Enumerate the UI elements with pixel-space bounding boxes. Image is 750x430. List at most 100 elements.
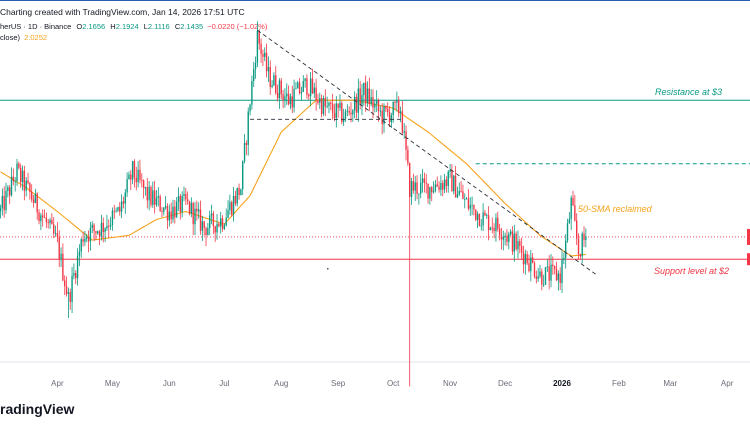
support-annotation: Support level at $2 xyxy=(654,266,729,276)
candle-body xyxy=(326,105,328,107)
candle-body xyxy=(194,208,196,225)
candle-body xyxy=(130,174,132,180)
candle-body xyxy=(32,199,35,203)
candle-body xyxy=(170,211,172,220)
candle-body xyxy=(407,149,409,164)
candle-body xyxy=(155,197,158,205)
candle-body xyxy=(508,233,510,242)
close-value: 2.1435 xyxy=(180,22,204,31)
candle-body xyxy=(429,187,431,199)
candle-body xyxy=(579,254,582,257)
candle-body xyxy=(19,167,22,183)
candle-body xyxy=(440,183,442,190)
candle-body xyxy=(333,112,336,119)
candle-body xyxy=(542,284,545,286)
candle-body xyxy=(313,87,315,94)
price-scale-tags xyxy=(747,228,750,266)
candle-body xyxy=(564,240,567,258)
candle-body xyxy=(91,224,93,228)
candle-body xyxy=(306,78,308,95)
candle-body xyxy=(159,196,161,211)
candle-body xyxy=(319,98,321,103)
candle-body xyxy=(357,88,360,113)
candle-body xyxy=(128,174,130,180)
candle-body xyxy=(181,195,183,213)
candle-body xyxy=(0,208,2,212)
candle-body xyxy=(297,82,299,89)
candle-body xyxy=(60,253,62,260)
candle-body xyxy=(388,111,391,123)
candle-body xyxy=(177,196,180,202)
high-label: H xyxy=(110,22,116,31)
candle-body xyxy=(86,236,88,239)
candle-body xyxy=(82,239,84,242)
candle-body xyxy=(445,179,448,187)
candle-body xyxy=(484,212,486,216)
candle-body xyxy=(78,251,81,256)
candle-body xyxy=(262,53,264,57)
candle-body xyxy=(328,102,330,106)
high-value: 2.1924 xyxy=(115,22,139,31)
candle-body xyxy=(585,236,587,240)
time-axis-tick-label: Sep xyxy=(331,379,346,388)
candle-body xyxy=(515,233,517,250)
candle-body xyxy=(353,96,356,111)
candle-body xyxy=(454,175,457,198)
candle-body xyxy=(18,163,20,168)
sma-annotation: 50-SMA reclaimed xyxy=(578,204,653,214)
candle-body xyxy=(575,220,578,239)
candle-body xyxy=(225,217,227,226)
candle-body xyxy=(350,112,352,115)
candle-body xyxy=(396,100,398,103)
candle-body xyxy=(293,88,295,108)
candle-body xyxy=(183,193,185,196)
candle-body xyxy=(51,219,53,225)
candle-body xyxy=(416,182,418,194)
candle-body xyxy=(14,181,16,182)
candle-body xyxy=(265,52,268,72)
candle-body xyxy=(253,68,255,82)
candle-body xyxy=(174,206,176,218)
candle-body xyxy=(498,228,501,236)
levels-layer xyxy=(0,99,750,260)
candle-body xyxy=(188,201,191,214)
candle-body xyxy=(36,193,38,213)
candle-body xyxy=(166,206,169,221)
candle-body xyxy=(271,85,273,87)
candle-body xyxy=(282,94,284,101)
candle-body xyxy=(480,225,482,227)
candle-body xyxy=(234,195,237,204)
time-axis-tick-label: 2026 xyxy=(553,379,571,388)
candle-body xyxy=(403,131,405,133)
candle-body xyxy=(131,161,134,180)
candle-body xyxy=(87,236,90,242)
candle-body xyxy=(420,182,422,194)
candle-body xyxy=(64,280,66,287)
candle-body xyxy=(8,187,11,196)
candle-body xyxy=(546,266,549,268)
candle-body xyxy=(185,193,187,200)
candle-body xyxy=(115,210,117,212)
candle-body xyxy=(533,263,536,277)
candle-body xyxy=(106,225,108,229)
candle-body xyxy=(242,161,244,190)
sma-line xyxy=(0,99,586,257)
candle-body xyxy=(269,67,271,87)
candle-body xyxy=(71,275,73,302)
candle-body xyxy=(267,67,270,72)
candle-body xyxy=(517,241,519,250)
candle-body xyxy=(414,182,416,191)
candle-body xyxy=(227,210,229,218)
candle-body xyxy=(550,264,552,281)
candle-body xyxy=(566,223,569,241)
candle-body xyxy=(84,238,86,242)
candle-body xyxy=(379,110,382,112)
candle-body xyxy=(511,231,514,252)
candle-body xyxy=(38,212,40,222)
candle-body xyxy=(520,246,523,253)
candle-body xyxy=(425,182,427,184)
candle-body xyxy=(256,30,259,63)
candles-layer xyxy=(0,21,587,387)
time-axis-tick-label: Oct xyxy=(387,379,400,388)
